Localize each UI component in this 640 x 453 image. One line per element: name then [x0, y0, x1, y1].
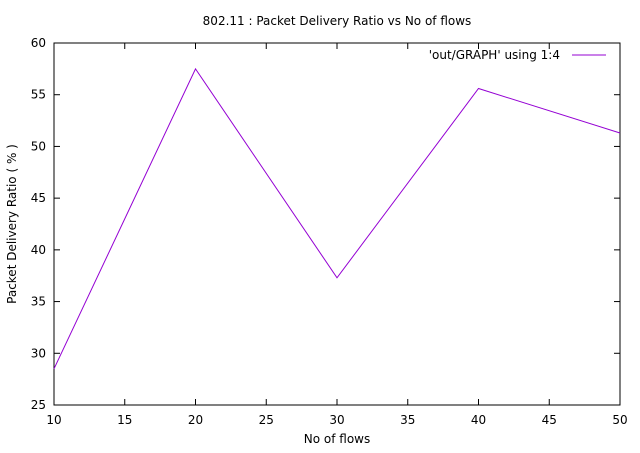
y-tick-label: 30 — [31, 346, 46, 360]
y-tick-label: 60 — [31, 36, 46, 50]
axis-ticks: 10 15 20 25 30 35 40 45 50 25 30 35 40 45 50 55 60 — [31, 36, 628, 427]
x-axis-label: No of flows — [304, 432, 370, 446]
x-tick-label: 50 — [612, 413, 627, 427]
y-tick-label: 25 — [31, 398, 46, 412]
legend-label: 'out/GRAPH' using 1:4 — [429, 48, 560, 62]
y-axis-label: Packet Delivery Ratio ( % ) — [5, 144, 19, 304]
y-tick-label: 45 — [31, 191, 46, 205]
x-tick-label: 25 — [259, 413, 274, 427]
x-tick-label: 30 — [329, 413, 344, 427]
x-tick-label: 35 — [400, 413, 415, 427]
y-tick-label: 40 — [31, 243, 46, 257]
x-tick-label: 10 — [46, 413, 61, 427]
legend: 'out/GRAPH' using 1:4 — [429, 48, 606, 62]
series-layer — [53, 67, 621, 370]
y-tick-label: 55 — [31, 88, 46, 102]
chart-title: 802.11 : Packet Delivery Ratio vs No of … — [203, 14, 472, 28]
plot-area-frame — [53, 42, 621, 406]
y-tick-label: 35 — [31, 295, 46, 309]
x-tick-label: 40 — [471, 413, 486, 427]
x-tick-label: 45 — [542, 413, 557, 427]
y-tick-label: 50 — [31, 139, 46, 153]
series-line — [53, 67, 621, 370]
x-tick-label: 15 — [117, 413, 132, 427]
x-tick-label: 20 — [188, 413, 203, 427]
